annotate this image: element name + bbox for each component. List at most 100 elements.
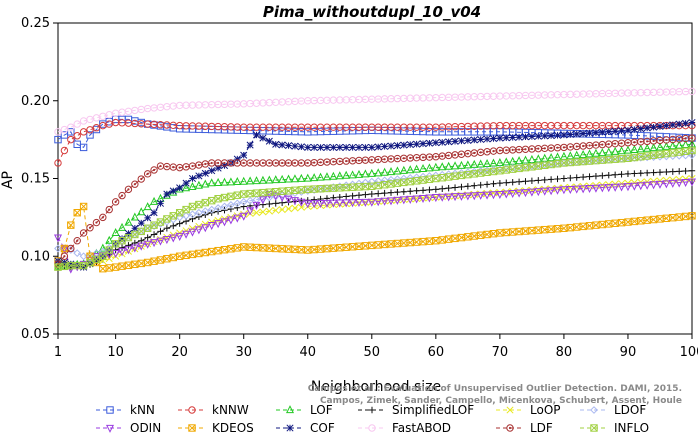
legend-label-odin: ODIN bbox=[130, 421, 161, 434]
point-simplifiedlof bbox=[272, 200, 279, 207]
point-inflo-cross bbox=[144, 224, 152, 232]
point-lof bbox=[98, 243, 107, 252]
point-ldof bbox=[367, 177, 376, 186]
point-loop-shape bbox=[477, 190, 485, 198]
point-kdeos-cross bbox=[585, 222, 594, 230]
point-simplifiedlof bbox=[310, 196, 318, 203]
point-odin-shape bbox=[527, 188, 536, 197]
point-simplifiedlof-shape bbox=[567, 174, 574, 182]
point-cof bbox=[579, 130, 587, 138]
point-inflo bbox=[476, 169, 485, 177]
legend-label-ldof: LDOF bbox=[614, 403, 646, 417]
point-inflo-cross bbox=[86, 258, 94, 267]
point-odin-shape bbox=[521, 189, 530, 198]
point-odin bbox=[284, 195, 293, 204]
point-ldf-dot bbox=[409, 156, 412, 160]
point-simplifiedlof-shape bbox=[439, 185, 446, 192]
point-kdeos-cross bbox=[592, 221, 600, 229]
point-simplifiedlof bbox=[496, 179, 504, 187]
point-ldof bbox=[246, 196, 255, 205]
point-ldf-dot bbox=[453, 153, 457, 156]
point-loop-shape bbox=[297, 203, 305, 211]
point-ldf-dot bbox=[281, 161, 284, 165]
point-fastabod-shape bbox=[73, 120, 81, 128]
point-ldf-dot bbox=[607, 143, 610, 146]
point-odin bbox=[329, 199, 338, 208]
point-inflo-cross bbox=[477, 169, 485, 177]
point-cof bbox=[208, 167, 216, 175]
point-ldf-dot bbox=[485, 150, 489, 153]
point-inflo-cross bbox=[163, 215, 171, 223]
point-odin bbox=[348, 199, 357, 208]
point-kdeos-cross bbox=[291, 245, 299, 253]
point-odin-shape bbox=[335, 199, 344, 208]
point-ldf-dot bbox=[159, 164, 162, 168]
point-fastabod bbox=[688, 87, 696, 96]
point-odin bbox=[399, 196, 408, 205]
point-fastabod bbox=[60, 125, 69, 134]
point-knn bbox=[67, 128, 75, 136]
point-ldof bbox=[361, 178, 370, 187]
point-lof-shape bbox=[130, 212, 139, 221]
point-knn-shape bbox=[79, 143, 88, 152]
point-kdeos-cross bbox=[265, 244, 273, 252]
point-cof bbox=[381, 142, 389, 151]
point-kdeos bbox=[79, 202, 88, 211]
point-knnw-shape bbox=[67, 135, 75, 144]
point-knnw-shape bbox=[73, 132, 81, 140]
point-lof-shape bbox=[412, 164, 421, 173]
point-odin-shape bbox=[566, 185, 575, 194]
watermark-line-1: Campos et al.: Evaluation of Unsupervise… bbox=[308, 384, 682, 394]
point-odin bbox=[425, 194, 434, 203]
x-tick-label: 90 bbox=[620, 345, 637, 360]
point-ldof-shape bbox=[54, 244, 62, 253]
point-simplifiedlof bbox=[394, 188, 401, 196]
point-ldf-dot bbox=[300, 161, 303, 165]
x-tick-label: 30 bbox=[235, 345, 252, 360]
point-ldf-dot bbox=[287, 161, 290, 165]
point-kdeos bbox=[387, 240, 395, 248]
point-odin bbox=[150, 239, 159, 248]
point-lof bbox=[406, 165, 415, 174]
point-inflo bbox=[240, 190, 248, 198]
point-simplifiedlof-shape bbox=[599, 172, 606, 179]
point-ldf-dot bbox=[524, 148, 527, 151]
point-ldf-dot bbox=[268, 161, 271, 165]
point-simplifiedlof bbox=[170, 222, 177, 230]
point-odin bbox=[489, 191, 498, 200]
point-lof bbox=[617, 146, 626, 155]
point-odin-shape bbox=[630, 182, 639, 191]
point-cof bbox=[560, 131, 568, 139]
point-lof-shape bbox=[124, 217, 133, 226]
point-ldf-dot bbox=[351, 159, 354, 162]
point-odin bbox=[53, 234, 63, 243]
point-inflo-cross bbox=[259, 189, 267, 197]
point-kdeos-cross bbox=[470, 232, 478, 240]
point-simplifiedlof bbox=[663, 168, 670, 176]
point-odin-shape bbox=[681, 178, 690, 187]
point-odin bbox=[579, 185, 588, 194]
point-lof-shape bbox=[105, 235, 114, 244]
point-inflo-cross bbox=[624, 154, 632, 162]
point-kdeos-cross bbox=[317, 245, 325, 253]
point-kdeos bbox=[688, 212, 696, 220]
point-fastabod bbox=[99, 112, 107, 121]
point-kdeos-cross bbox=[144, 258, 152, 267]
point-odin-shape bbox=[201, 224, 210, 233]
point-inflo-cross bbox=[618, 155, 626, 163]
point-cof bbox=[150, 209, 158, 217]
point-lof bbox=[239, 176, 248, 185]
point-odin-shape bbox=[348, 199, 357, 208]
point-cof-shape bbox=[585, 129, 594, 137]
point-inflo-cross bbox=[643, 152, 651, 160]
point-ldf-shape bbox=[131, 180, 139, 188]
point-odin-shape bbox=[246, 207, 255, 216]
point-lof-shape bbox=[540, 153, 549, 162]
point-cof bbox=[80, 263, 88, 271]
point-ldf-dot bbox=[537, 147, 540, 150]
x-tick-label: 80 bbox=[556, 345, 573, 360]
point-ldf-dot bbox=[582, 144, 585, 148]
point-kdeos-cross bbox=[156, 256, 165, 264]
point-inflo-cross bbox=[323, 184, 331, 193]
point-kdeos-cross bbox=[195, 249, 203, 258]
